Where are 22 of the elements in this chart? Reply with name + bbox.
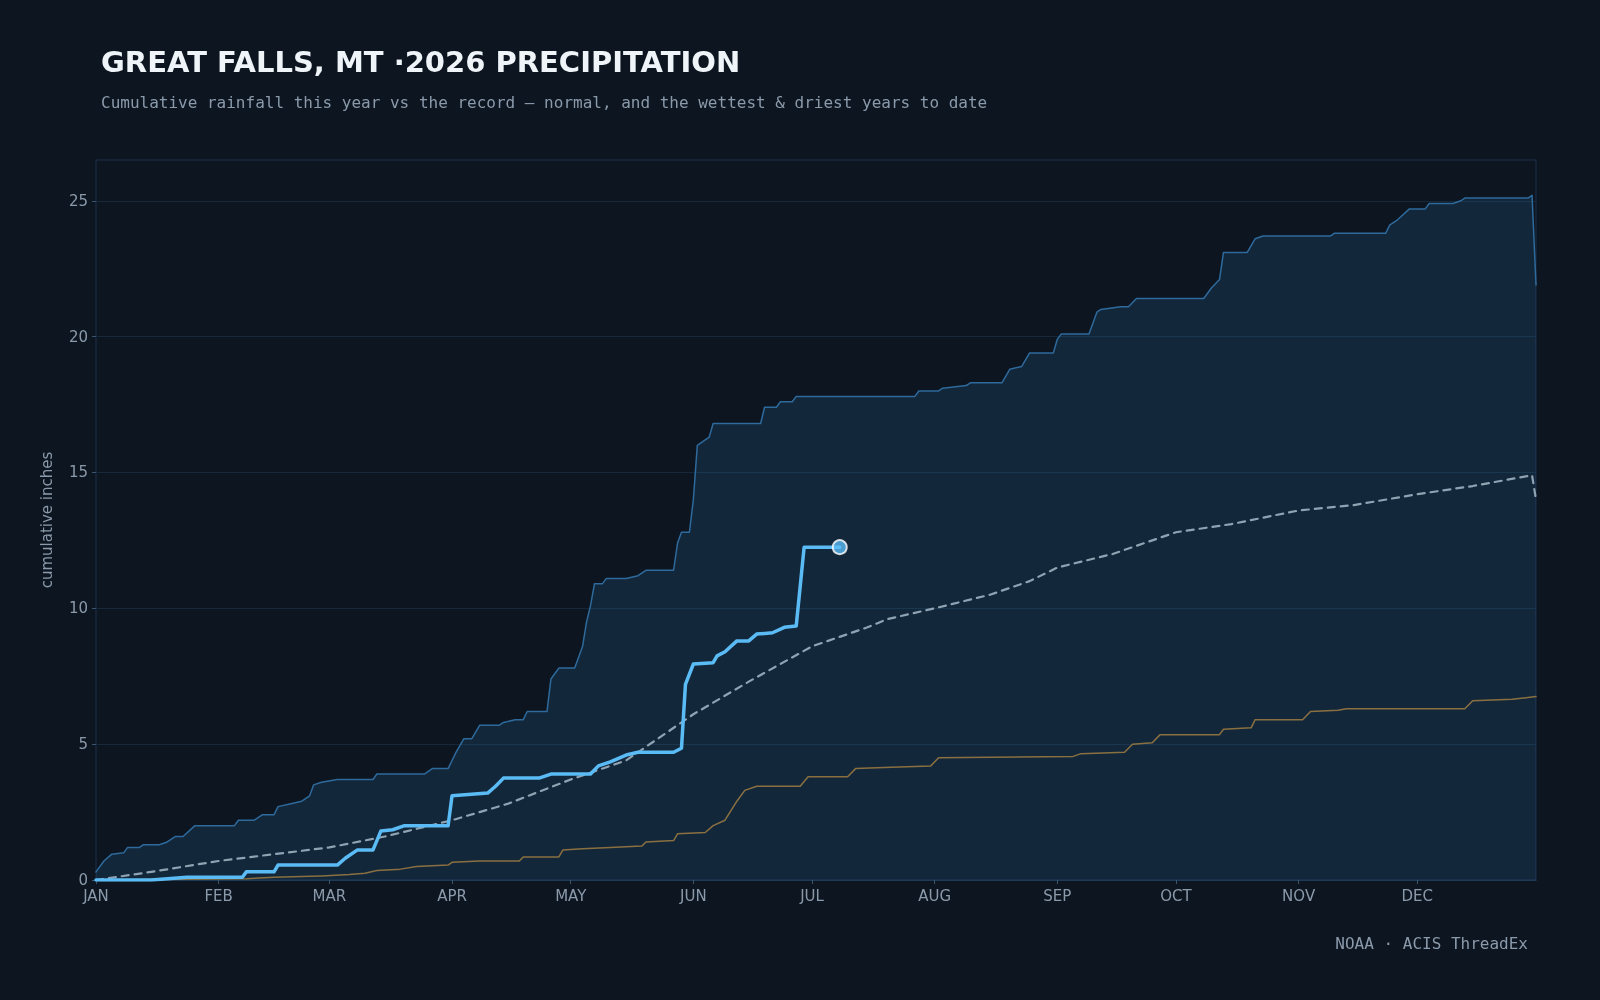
y-tick-label: 10 [68, 599, 88, 618]
x-tick-label: SEP [1043, 886, 1072, 905]
chart-subtitle: Cumulative rainfall this year vs the record — normal, and the wettest & driest years to date [101, 92, 988, 112]
y-tick-label: 15 [68, 463, 88, 482]
text: NOAA · ACIS ThreadEx [1335, 933, 1529, 953]
y-tick-label: 0 [78, 871, 88, 889]
x-tick-label: JAN [82, 886, 109, 905]
y-tick-label: 20 [68, 327, 88, 346]
chart-title: GREAT FALLS, MT ·2026 PRECIPITATION [101, 44, 741, 79]
x-tick-label: DEC [1401, 886, 1434, 905]
y-axis-title: cumulative inches [37, 451, 56, 589]
x-tick-label: FEB [204, 886, 233, 905]
x-tick-label: APR [437, 886, 467, 905]
y-tick-label: 5 [78, 735, 88, 754]
x-tick-label: MAY [555, 886, 588, 905]
x-tick-label: NOV [1282, 886, 1316, 905]
x-tick-label: AUG [918, 886, 952, 905]
x-tick-label: JUN [679, 886, 707, 905]
y-tick-label: 25 [68, 191, 88, 210]
x-tick-label: MAR [312, 886, 347, 905]
x-tick-label: JUL [799, 886, 825, 905]
x-tick-label: OCT [1160, 886, 1193, 905]
